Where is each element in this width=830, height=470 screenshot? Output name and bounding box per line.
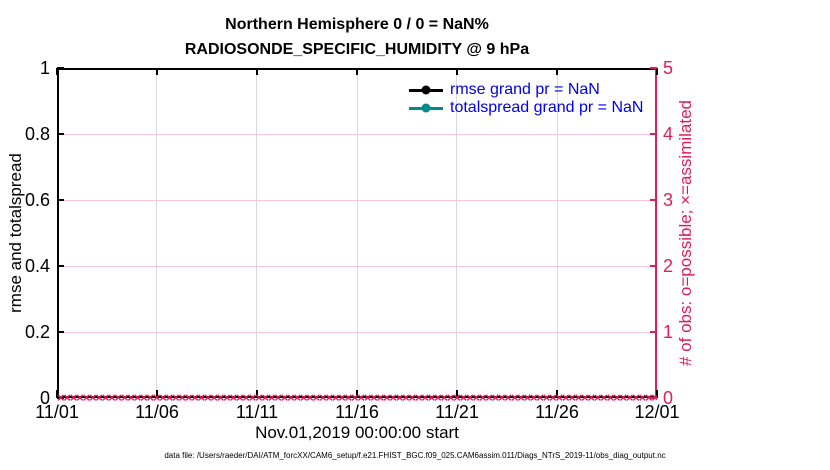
legend-marker-dot — [421, 85, 431, 95]
chart-title-line2: RADIOSONDE_SPECIFIC_HUMIDITY @ 9 hPa — [184, 41, 530, 58]
y-tick-mark-right — [650, 331, 657, 333]
legend-item: rmse grand pr = NaN — [409, 81, 643, 99]
y-tick-mark-left — [57, 265, 64, 267]
gridline-horizontal — [57, 133, 657, 135]
y-tick-mark-left — [57, 331, 64, 333]
x-tick-label: 11/16 — [335, 402, 379, 422]
gridline-vertical — [356, 68, 358, 398]
y-tick-mark-right — [650, 397, 657, 399]
y-tick-label-right: 0 — [663, 388, 674, 408]
x-tick-mark-bottom — [255, 390, 258, 398]
axis-border-right — [655, 68, 657, 398]
x-tick-mark-top — [155, 68, 158, 75]
y-tick-label-left: 0.4 — [24, 256, 50, 276]
footer-datafile-path: data file: /Users/raeder/DAI/ATM_forcXX/… — [164, 451, 666, 460]
obs-markers-row: ××××××××××××××××××××××××××××××××××××××××… — [57, 392, 657, 404]
y-tick-mark-left — [57, 397, 64, 399]
y-tick-mark-left — [57, 67, 64, 69]
gridline-vertical — [256, 68, 258, 398]
y-axis-label-right: # of obs: o=possible; ×=assimilated — [676, 99, 695, 367]
gridline-horizontal — [57, 331, 657, 333]
x-axis-label: Nov.01,2019 00:00:00 start — [255, 423, 459, 442]
x-tick-mark-bottom — [356, 390, 358, 398]
y-axis-label-left: rmse and totalspread — [6, 153, 25, 313]
legend-marker-dot — [421, 103, 431, 113]
x-tick-mark-bottom — [455, 390, 458, 398]
gridline-horizontal — [57, 199, 657, 201]
gridline-horizontal — [57, 265, 657, 267]
x-tick-mark-bottom — [56, 390, 58, 398]
y-tick-mark-right — [650, 67, 657, 69]
legend-label: totalspread grand pr = NaN — [450, 99, 644, 116]
x-tick-mark-top — [455, 68, 458, 75]
y-tick-label-right: 2 — [663, 256, 674, 276]
y-tick-mark-left — [57, 199, 64, 201]
chart-title-line1: Northern Hemisphere 0 / 0 = NaN% — [225, 16, 489, 33]
x-tick-label: 11/01 — [35, 402, 79, 422]
y-tick-label-right: 4 — [663, 124, 674, 144]
y-tick-label-right: 1 — [663, 322, 674, 342]
x-tick-mark-bottom — [656, 390, 658, 398]
legend: rmse grand pr = NaN totalspread grand pr … — [409, 81, 643, 117]
y-tick-label-left: 1 — [39, 58, 50, 78]
legend-line-sample — [409, 103, 443, 113]
x-tick-mark-top — [656, 68, 658, 75]
axis-border-left — [57, 68, 59, 398]
y-tick-label-left: 0.6 — [24, 190, 50, 210]
y-tick-label-right: 5 — [663, 58, 674, 78]
y-tick-mark-right — [650, 199, 657, 201]
x-tick-label: 11/11 — [235, 402, 279, 422]
chart-title: Northern Hemisphere 0 / 0 = NaN% RADIOSO… — [57, 12, 657, 62]
y-tick-mark-left — [57, 133, 64, 135]
plot-area: ××××××××××××××××××××××××××××××××××××××××… — [56, 67, 658, 404]
y-tick-label-left: 0 — [39, 388, 50, 408]
y-tick-label-left: 0.2 — [24, 322, 50, 342]
y-tick-mark-right — [650, 265, 657, 267]
x-tick-mark-top — [56, 68, 58, 75]
x-tick-label: 11/21 — [435, 402, 479, 422]
gridline-vertical — [456, 68, 458, 398]
legend-line-sample — [409, 85, 443, 95]
y-tick-mark-right — [650, 133, 657, 135]
x-tick-label: 11/26 — [535, 402, 579, 422]
y-tick-label-right: 3 — [663, 190, 674, 210]
x-tick-label: 12/01 — [634, 402, 680, 422]
x-tick-mark-top — [356, 68, 358, 75]
y-tick-label-left: 0.8 — [24, 124, 50, 144]
x-tick-mark-top — [255, 68, 258, 75]
x-tick-mark-top — [556, 68, 558, 75]
gridline-vertical — [556, 68, 558, 398]
gridline-vertical — [156, 68, 158, 398]
x-tick-mark-bottom — [556, 390, 558, 398]
x-tick-label: 11/06 — [135, 402, 179, 422]
legend-item: totalspread grand pr = NaN — [409, 99, 643, 117]
x-tick-mark-bottom — [155, 390, 158, 398]
legend-label: rmse grand pr = NaN — [450, 81, 600, 98]
